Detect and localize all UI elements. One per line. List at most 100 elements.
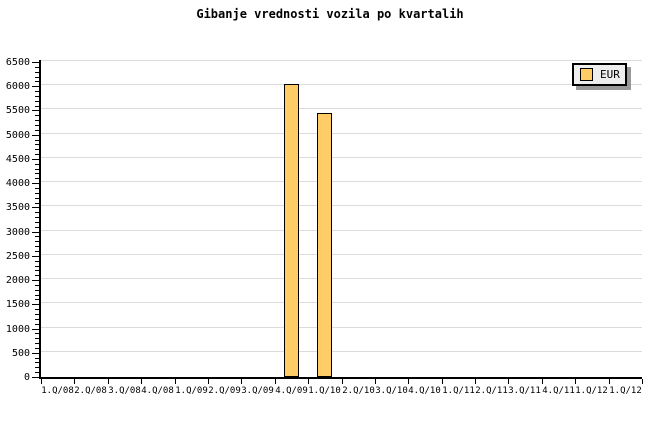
x-axis-tick-label: 3.Q/09 [241,386,274,396]
y-axis-minor-tick [35,154,39,155]
y-axis-minor-tick [35,299,39,300]
x-axis-tick-label: 3.Q/08 [108,386,141,396]
y-axis-minor-tick [35,333,39,334]
x-axis-tick-label: 1.Q/10 [308,386,341,396]
y-axis-minor-tick [35,251,39,252]
y-axis-tick-label: 5500 [5,105,30,116]
y-axis-minor-tick [35,106,39,107]
x-axis-tick [642,379,643,384]
y-axis-major-tick [32,304,39,305]
y-axis-minor-tick [35,149,39,150]
x-axis-tick-label: 2.Q/09 [208,386,241,396]
x-axis-tick-label: 4.Q/09 [275,386,308,396]
x-axis-tick [508,379,509,384]
legend: EUR [572,63,627,86]
x-axis-tick [575,379,576,384]
y-axis-minor-tick [35,241,39,242]
y-axis-minor-tick [35,295,39,296]
x-axis-tick-label: 1.Q/12 [609,386,642,396]
x-axis-tick [241,379,242,384]
y-axis-major-tick [32,377,39,378]
y-axis-minor-tick [35,338,39,339]
y-axis-minor-tick [35,130,39,131]
x-axis-tick [542,379,543,384]
y-axis-minor-tick [35,91,39,92]
x-axis-tick [342,379,343,384]
y-axis-minor-tick [35,212,39,213]
x-axis-tick-label: 3.Q/10 [375,386,408,396]
y-axis-minor-tick [35,324,39,325]
y-axis-minor-tick [35,77,39,78]
x-axis-tick [442,379,443,384]
bar-4.Q/09 [284,84,299,377]
y-axis-major-tick [32,207,39,208]
y-axis-tick-label: 6000 [5,81,30,92]
y-axis-major-tick [32,62,39,63]
x-axis-tick-label: 2.Q/11 [475,386,508,396]
x-axis-tick-label: 2.Q/10 [342,386,375,396]
bar-1.Q/10 [317,113,332,377]
y-axis-minor-tick [35,309,39,310]
grid-line [41,205,642,206]
y-axis-tick-label: 1500 [5,299,30,310]
x-axis-tick [141,379,142,384]
y-axis-minor-tick [35,193,39,194]
x-axis-tick [308,379,309,384]
grid-line [41,278,642,279]
x-axis-tick [609,379,610,384]
grid-line [41,254,642,255]
y-axis-minor-tick [35,270,39,271]
grid-line [41,351,642,352]
x-axis-tick [208,379,209,384]
legend-series-label: EUR [600,68,620,81]
y-axis-minor-tick [35,261,39,262]
y-axis-tick-label: 2500 [5,251,30,262]
y-axis-minor-tick [35,236,39,237]
y-axis-major-tick [32,353,39,354]
y-axis-minor-tick [35,372,39,373]
y-axis-minor-tick [35,358,39,359]
y-axis-minor-tick [35,362,39,363]
plot-area [39,60,642,379]
y-axis-major-tick [32,135,39,136]
x-axis-tick [108,379,109,384]
y-axis-minor-tick [35,178,39,179]
y-axis-major-tick [32,280,39,281]
y-axis-minor-tick [35,120,39,121]
y-axis-tick-label: 4500 [5,154,30,165]
y-axis-minor-tick [35,319,39,320]
x-axis-tick-label: 2.Q/08 [74,386,107,396]
y-axis-minor-tick [35,246,39,247]
grid-line [41,60,642,61]
x-axis-tick [175,379,176,384]
legend-color-swatch [580,68,593,81]
y-axis-major-tick [32,159,39,160]
x-axis-tick-label: 4.Q/11 [542,386,575,396]
y-axis-minor-tick [35,367,39,368]
y-axis-minor-tick [35,203,39,204]
y-axis-minor-tick [35,198,39,199]
y-axis-tick-label: 0 [23,372,30,383]
x-axis-tick [275,379,276,384]
y-axis-minor-tick [35,81,39,82]
y-axis-tick-label: 3500 [5,202,30,213]
x-axis-tick [74,379,75,384]
y-axis-minor-tick [35,285,39,286]
y-axis-minor-tick [35,290,39,291]
y-axis-tick-label: 1000 [5,324,30,335]
y-axis-tick-label: 500 [11,348,30,359]
grid-line [41,84,642,85]
y-axis-minor-tick [35,115,39,116]
y-axis-minor-tick [35,348,39,349]
x-axis-tick-label: 1.Q/12 [575,386,608,396]
y-axis-tick-label: 6500 [5,57,30,68]
y-axis-minor-tick [35,169,39,170]
y-axis-minor-tick [35,188,39,189]
y-axis-minor-tick [35,101,39,102]
y-axis-major-tick [32,232,39,233]
x-axis-tick [408,379,409,384]
x-axis-tick [375,379,376,384]
y-axis-major-tick [32,110,39,111]
y-axis-minor-tick [35,217,39,218]
